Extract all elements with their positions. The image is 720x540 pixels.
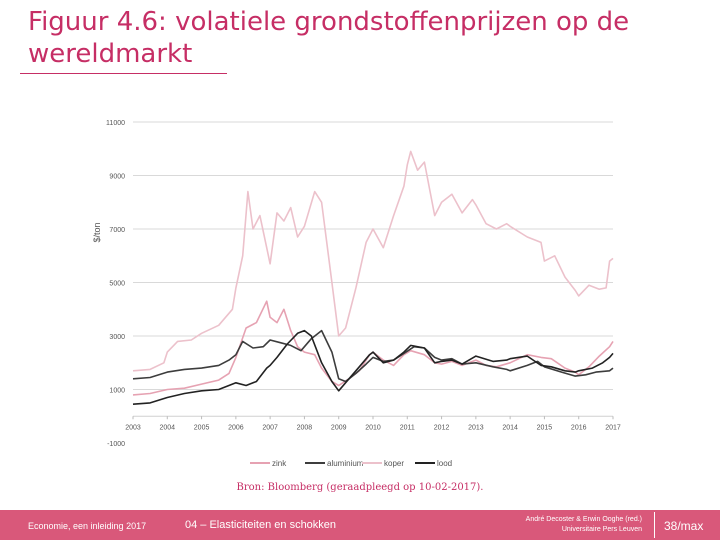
grid-lines: [133, 121, 613, 390]
footer-authors-line1: André Decoster & Erwin Ooghe (red.): [525, 516, 642, 523]
series-line-zink: [132, 300, 614, 396]
source-note: Bron: Bloomberg (geraadpleegd op 10-02-2…: [236, 482, 484, 493]
x-tick-label: 2006: [228, 424, 244, 431]
legend: zink aluminium koper lood: [250, 459, 452, 468]
x-tick-label: 2007: [262, 424, 278, 431]
title-underline: [20, 73, 227, 74]
x-tick-label: 2013: [468, 424, 484, 431]
line-chart: -1000 1000 3000 5000 7000 9000 11000 2003 2004 20…: [92, 120, 621, 468]
footer-authors: André Decoster & Erwin Ooghe (red.) Univ…: [526, 515, 642, 535]
y-tick-label: 9000: [109, 174, 125, 181]
footer-chapter: 04 – Elasticiteiten en schokken: [185, 519, 337, 531]
x-tick-label: 2009: [331, 424, 347, 431]
slide-title: Figuur 4.6: volatiele grondstoffenprijze…: [28, 7, 630, 69]
axes: -1000 1000 3000 5000 7000 9000 11000 2003 2004 20…: [92, 120, 621, 448]
x-tick-label: 2004: [159, 424, 175, 431]
y-tick-label: -1000: [107, 441, 125, 448]
y-tick-label: 11000: [106, 120, 125, 127]
footer-authors-line2: Universitaire Pers Leuven: [561, 526, 642, 533]
footer-divider: [654, 512, 655, 538]
y-tick-label: 1000: [109, 388, 125, 395]
y-tick-label: 3000: [109, 334, 125, 341]
y-tick-label: 7000: [109, 227, 125, 234]
legend-label-aluminium: aluminium: [327, 459, 364, 468]
y-axis-label: $/ton: [92, 222, 102, 242]
x-tick-label: 2017: [605, 424, 621, 431]
x-tick-label: 2010: [365, 424, 381, 431]
legend-label-koper: koper: [384, 459, 404, 468]
series-line-koper: [132, 150, 614, 372]
x-tick-label: 2015: [537, 424, 553, 431]
x-tick-label: 2012: [434, 424, 450, 431]
x-tick-label: 2014: [502, 424, 518, 431]
series-line-aluminium: [132, 329, 614, 383]
x-tick-label: 2008: [297, 424, 313, 431]
x-tick-label: 2005: [194, 424, 210, 431]
page-number: 38/max: [664, 519, 704, 533]
series-lines: [132, 150, 614, 405]
x-tick-label: 2011: [400, 424, 415, 431]
series-line-lood: [132, 329, 614, 405]
x-tick-label: 2016: [571, 424, 587, 431]
footer-book-title: Economie, een inleiding 2017: [28, 521, 147, 531]
slide-footer: Economie, een inleiding 2017 04 – Elasti…: [0, 510, 720, 540]
x-tick-label: 2003: [125, 424, 141, 431]
y-tick-label: 5000: [109, 281, 125, 288]
legend-label-zink: zink: [272, 459, 287, 468]
legend-label-lood: lood: [437, 459, 452, 468]
